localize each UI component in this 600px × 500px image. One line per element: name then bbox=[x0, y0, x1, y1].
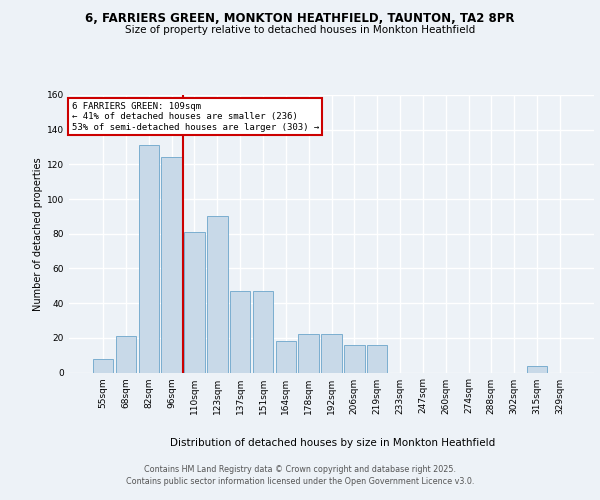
Y-axis label: Number of detached properties: Number of detached properties bbox=[33, 157, 43, 310]
Text: Size of property relative to detached houses in Monkton Heathfield: Size of property relative to detached ho… bbox=[125, 25, 475, 35]
Bar bbox=[344, 345, 365, 372]
Bar bbox=[93, 358, 113, 372]
Text: Distribution of detached houses by size in Monkton Heathfield: Distribution of detached houses by size … bbox=[170, 438, 496, 448]
Bar bbox=[321, 334, 342, 372]
Text: Contains HM Land Registry data © Crown copyright and database right 2025.: Contains HM Land Registry data © Crown c… bbox=[144, 466, 456, 474]
Bar bbox=[161, 158, 182, 372]
Bar bbox=[298, 334, 319, 372]
Bar bbox=[184, 232, 205, 372]
Bar bbox=[116, 336, 136, 372]
Bar bbox=[527, 366, 547, 372]
Bar bbox=[367, 345, 388, 372]
Bar bbox=[139, 146, 159, 372]
Bar bbox=[230, 291, 250, 372]
Text: 6, FARRIERS GREEN, MONKTON HEATHFIELD, TAUNTON, TA2 8PR: 6, FARRIERS GREEN, MONKTON HEATHFIELD, T… bbox=[85, 12, 515, 26]
Bar bbox=[275, 342, 296, 372]
Text: Contains public sector information licensed under the Open Government Licence v3: Contains public sector information licen… bbox=[126, 476, 474, 486]
Text: 6 FARRIERS GREEN: 109sqm
← 41% of detached houses are smaller (236)
53% of semi-: 6 FARRIERS GREEN: 109sqm ← 41% of detach… bbox=[71, 102, 319, 132]
Bar bbox=[253, 291, 273, 372]
Bar bbox=[207, 216, 227, 372]
